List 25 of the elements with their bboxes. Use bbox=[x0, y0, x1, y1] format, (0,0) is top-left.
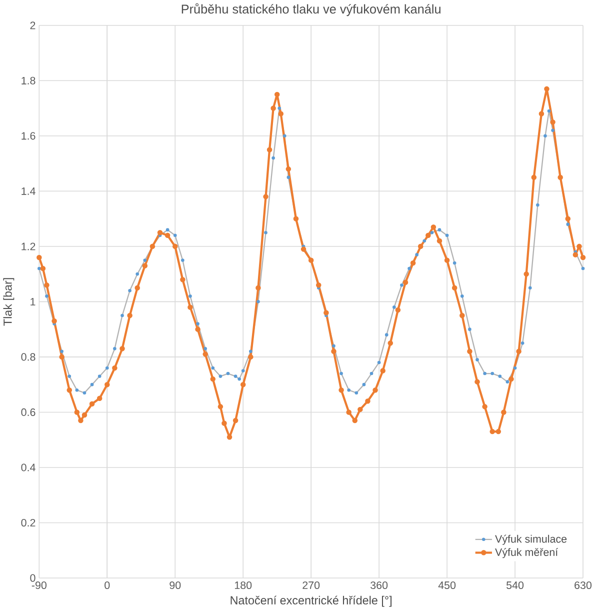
legend-label: Výfuk měření bbox=[494, 548, 558, 558]
y-axis-title: Tlak [bar] bbox=[3, 278, 14, 326]
y-tick-label: 1 bbox=[30, 298, 36, 306]
x-tick-label: 180 bbox=[234, 581, 252, 590]
x-tick-label: 360 bbox=[370, 581, 388, 590]
y-tick-label: 1.6 bbox=[22, 132, 36, 140]
x-tick-label: 630 bbox=[574, 581, 592, 590]
y-tick-label: 0.6 bbox=[21, 408, 36, 416]
x-tick-label: 0 bbox=[104, 581, 110, 590]
y-tick-label: 0.2 bbox=[21, 518, 36, 527]
x-tick-label: 90 bbox=[170, 581, 181, 590]
legend-label: Výfuk simulace bbox=[494, 534, 566, 545]
x-tick-label: 270 bbox=[302, 581, 320, 590]
y-tick-label: 2 bbox=[30, 22, 36, 30]
y-tick-label: 1.2 bbox=[22, 242, 36, 250]
y-tick-label: 1.8 bbox=[22, 76, 36, 84]
x-tick-label: 450 bbox=[438, 581, 456, 590]
chart-title: Průběhu statického tlaku ve výfukovém kanálu bbox=[182, 3, 440, 16]
y-tick-label: 1.4 bbox=[22, 187, 36, 195]
x-tick-label: 540 bbox=[506, 581, 524, 590]
x-axis-title: Natočení excentrické hřídele [°] bbox=[230, 596, 392, 607]
y-tick-label: 0.4 bbox=[21, 464, 36, 472]
y-tick-label: 0 bbox=[30, 574, 36, 582]
y-tick-label: 0.8 bbox=[21, 353, 36, 361]
x-tick-label: -90 bbox=[32, 581, 46, 590]
